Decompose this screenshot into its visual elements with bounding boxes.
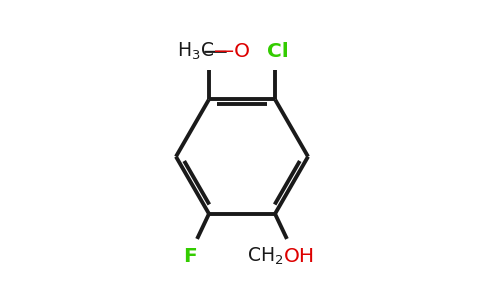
Text: F: F <box>183 247 197 266</box>
Text: $\mathsf{H_3C}$: $\mathsf{H_3C}$ <box>177 41 214 62</box>
Text: —O: —O <box>214 42 250 61</box>
Text: Cl: Cl <box>268 42 289 61</box>
Text: $\mathsf{CH_2}$: $\mathsf{CH_2}$ <box>247 246 284 267</box>
Text: OH: OH <box>284 247 315 266</box>
